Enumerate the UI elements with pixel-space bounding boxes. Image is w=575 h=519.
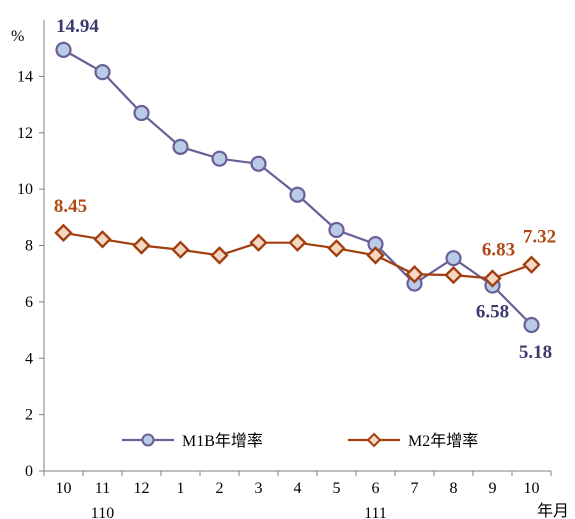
data-point: [289, 186, 306, 203]
data-point: [210, 246, 229, 265]
y-tick-label: 10: [17, 181, 33, 198]
y-tick-label: 8: [25, 238, 33, 255]
data-label: 6.58: [476, 302, 509, 323]
legend: M1B年增率 M2年增率: [122, 432, 478, 450]
data-point: [327, 239, 346, 258]
year-label: 111: [364, 505, 387, 519]
series-m2: [54, 223, 541, 288]
x-tick-label: 11: [95, 480, 110, 497]
data-point: [328, 221, 345, 239]
x-tick-label: 9: [489, 480, 497, 497]
data-point: [250, 155, 267, 172]
legend-marker: [366, 432, 382, 448]
data-labels: 14.94 6.58 5.18 8.45 6.83 7.32: [54, 16, 556, 363]
x-tick-label: 2: [216, 480, 224, 497]
legend-item-m2: M2年增率: [348, 432, 478, 450]
data-point: [54, 223, 73, 243]
data-point: [288, 233, 307, 252]
legend-marker: [141, 433, 155, 447]
y-tick-label: 6: [25, 294, 33, 311]
data-point: [133, 104, 150, 122]
x-tick-label: 8: [450, 480, 458, 497]
series-m1b: [55, 41, 540, 334]
y-tick-label: 0: [25, 463, 33, 480]
data-label: 7.32: [523, 227, 556, 248]
data-point: [445, 250, 462, 267]
data-label: 8.45: [54, 196, 87, 217]
data-label: 14.94: [56, 16, 99, 37]
data-point: [249, 233, 268, 252]
x-tick-label: 6: [372, 480, 380, 497]
data-label: 5.18: [519, 342, 552, 363]
data-point: [366, 246, 385, 265]
legend-label: M2年增率: [408, 432, 478, 450]
data-point: [405, 265, 424, 284]
legend-item-m1b: M1B年增率: [122, 432, 263, 450]
data-point: [132, 236, 151, 255]
y-tick-label: 4: [25, 350, 33, 367]
y-axis-unit-label: %: [11, 28, 24, 45]
x-tick-label: 10: [56, 480, 72, 497]
legend-label: M1B年增率: [182, 432, 263, 450]
data-point: [171, 240, 190, 259]
x-tick-label: 1: [177, 480, 185, 497]
x-tick-label: 10: [524, 480, 540, 497]
data-point: [94, 64, 111, 81]
data-label: 6.83: [482, 239, 515, 260]
data-point: [522, 255, 541, 274]
x-tick-label: 12: [134, 480, 150, 497]
data-point: [55, 41, 72, 58]
x-tick-label: 3: [255, 480, 263, 497]
data-point: [93, 230, 112, 249]
y-tick-label: 14: [17, 68, 33, 85]
x-axis-unit-label: 年月: [537, 502, 569, 519]
data-point: [444, 265, 463, 285]
data-point: [483, 269, 502, 288]
x-tick-label: 4: [294, 480, 302, 497]
data-point: [172, 138, 189, 155]
x-tick-label: 5: [333, 480, 341, 497]
y-tick-label: 2: [25, 407, 33, 424]
y-tick-label: 12: [17, 125, 33, 142]
data-point: [211, 150, 228, 167]
data-point: [523, 316, 540, 334]
series-layer: [54, 41, 541, 334]
x-tick-label: 7: [411, 480, 419, 497]
year-label: 110: [91, 505, 114, 519]
